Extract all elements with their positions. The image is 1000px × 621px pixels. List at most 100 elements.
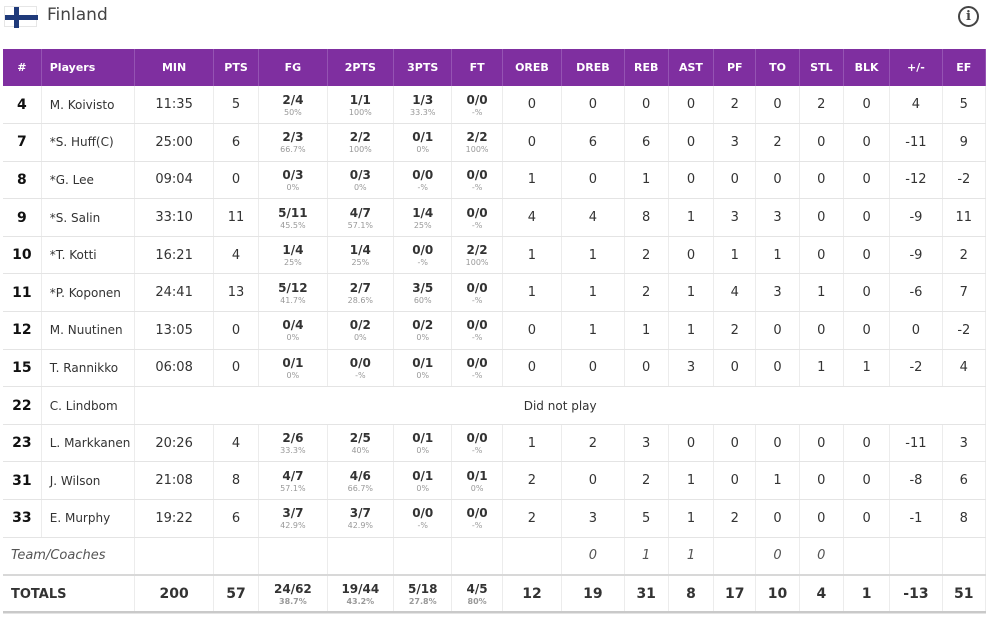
column-header-5[interactable]: 2PTS [327, 49, 395, 86]
stat-fg: 1/4 25% [258, 236, 328, 275]
column-header-10[interactable]: REB [624, 49, 669, 86]
stat-stl: 0 [799, 461, 844, 501]
column-header-11[interactable]: AST [668, 49, 715, 86]
stat-blk: 0 [843, 123, 891, 162]
stat-stl: 0 [799, 424, 844, 463]
stat-fg-pct: 25% [284, 258, 302, 268]
column-header-7[interactable]: FT [451, 49, 503, 86]
stat-p2-made: 0/3 [349, 167, 371, 182]
player-row: 15 T. Rannikko 06:08 0 0/1 0% 0/0 -% 0/1 0% 0/0 -% 0… [3, 349, 987, 388]
stat-p2-pct: 100% [348, 107, 372, 117]
stat-ft: 0/0 -% [451, 499, 503, 538]
stat-pf: 0 [713, 461, 757, 501]
stat-min: 33:10 [134, 198, 214, 237]
stat-ft-made: 0/0 [466, 431, 488, 446]
player-name[interactable]: E. Murphy [41, 499, 136, 538]
stat-blk: 0 [843, 424, 891, 463]
player-name[interactable]: *G. Lee [41, 161, 136, 200]
stat-ft: 0/0 -% [451, 349, 503, 388]
player-name[interactable]: J. Wilson [41, 461, 136, 501]
player-name[interactable]: T. Rannikko [41, 349, 136, 388]
player-row: 33 E. Murphy 19:22 6 3/7 42.9% 3/7 42.9% 0/0 -% 0/… [3, 499, 987, 538]
totals-label: TOTALS [3, 574, 136, 614]
total-p2-pct: 43.2% [346, 597, 375, 607]
column-header-6[interactable]: 3PTS [393, 49, 453, 86]
player-name[interactable]: *T. Kotti [41, 236, 136, 275]
stat-ast: 0 [668, 236, 715, 275]
stat-p3-made: 0/1 [412, 468, 434, 483]
column-header-0[interactable]: # [3, 49, 42, 86]
empty-cell [713, 537, 757, 576]
stat-min: 16:21 [134, 236, 214, 275]
stat-ft-made: 0/1 [466, 468, 488, 483]
stat-ft: 0/0 -% [451, 86, 503, 125]
stat-oreb: 2 [502, 499, 563, 538]
player-row: 12 M. Nuutinen 13:05 0 0/4 0% 0/2 0% 0/2 0% 0/0 -% 0… [3, 311, 987, 350]
column-header-3[interactable]: PTS [213, 49, 260, 86]
column-header-17[interactable]: EF [942, 49, 987, 86]
stat-p3: 0/1 0% [393, 461, 453, 501]
player-name[interactable]: *S. Huff(C) [41, 123, 136, 162]
stat-stl: 1 [799, 349, 844, 388]
total-ft-made: 4/5 [466, 582, 488, 597]
column-header-4[interactable]: FG [258, 49, 328, 86]
column-header-13[interactable]: TO [755, 49, 800, 86]
stat-p2: 0/0 -% [327, 349, 395, 388]
player-name[interactable]: M. Nuutinen [41, 311, 136, 350]
stat-fg-pct: 50% [284, 107, 302, 117]
info-icon[interactable]: i [958, 6, 979, 27]
stat-min: 21:08 [134, 461, 214, 501]
stat-pm: -8 [889, 461, 943, 501]
stat-fg-made: 0/4 [282, 318, 304, 333]
stat-min: 19:22 [134, 499, 214, 538]
stat-oreb: 2 [502, 461, 563, 501]
player-name[interactable]: *P. Koponen [41, 273, 136, 313]
stat-stl: 0 [799, 499, 844, 538]
stat-pts: 8 [213, 461, 260, 501]
stat-fg-pct: 0% [286, 370, 300, 380]
column-header-15[interactable]: BLK [843, 49, 891, 86]
stat-p3: 1/4 25% [393, 198, 453, 237]
stat-ft-pct: 100% [465, 145, 489, 155]
stat-p3-pct: 0% [416, 446, 430, 456]
total-ef: 51 [942, 574, 987, 614]
stat-fg: 3/7 42.9% [258, 499, 328, 538]
column-header-14[interactable]: STL [799, 49, 844, 86]
stat-ast: 0 [668, 123, 715, 162]
stat-pm: -12 [889, 161, 943, 200]
stat-reb: 6 [624, 123, 669, 162]
stat-ft-made: 0/0 [466, 506, 488, 521]
player-name[interactable]: M. Koivisto [41, 86, 136, 125]
stat-fg: 5/12 41.7% [258, 273, 328, 313]
column-header-2[interactable]: MIN [134, 49, 214, 86]
total-fg-pct: 38.7% [279, 597, 307, 607]
stat-to: 3 [755, 273, 800, 313]
column-header-8[interactable]: OREB [502, 49, 563, 86]
stat-fg: 5/11 45.5% [258, 198, 328, 237]
stat-ft: 2/2 100% [451, 236, 503, 275]
total-p3-made: 5/18 [408, 582, 438, 597]
team-stat-to: 0 [799, 537, 844, 576]
stat-p3: 0/0 -% [393, 499, 453, 538]
player-name[interactable]: *S. Salin [41, 198, 136, 237]
player-number: 23 [3, 424, 42, 463]
stat-ft-made: 2/2 [466, 130, 488, 145]
column-header-9[interactable]: DREB [561, 49, 625, 86]
column-header-1[interactable]: Players [41, 49, 136, 86]
player-row: 9 *S. Salin 33:10 11 5/11 45.5% 4/7 57.1% 1/4 25%… [3, 198, 987, 237]
stat-ft-made: 0/0 [466, 355, 488, 370]
stat-fg-pct: 42.9% [280, 521, 306, 531]
stat-pts: 6 [213, 123, 260, 162]
stat-p3-pct: 25% [413, 220, 432, 230]
stat-fg: 0/4 0% [258, 311, 328, 350]
stat-blk: 1 [843, 349, 891, 388]
column-header-16[interactable]: +/- [889, 49, 943, 86]
stat-pts: 0 [213, 349, 260, 388]
column-header-12[interactable]: PF [713, 49, 757, 86]
stat-stl: 0 [799, 161, 844, 200]
stat-dreb: 2 [561, 424, 625, 463]
stat-stl: 0 [799, 198, 844, 237]
player-name[interactable]: C. Lindbom [41, 386, 136, 425]
stat-pf: 0 [713, 161, 757, 200]
player-name[interactable]: L. Markkanen [41, 424, 136, 463]
